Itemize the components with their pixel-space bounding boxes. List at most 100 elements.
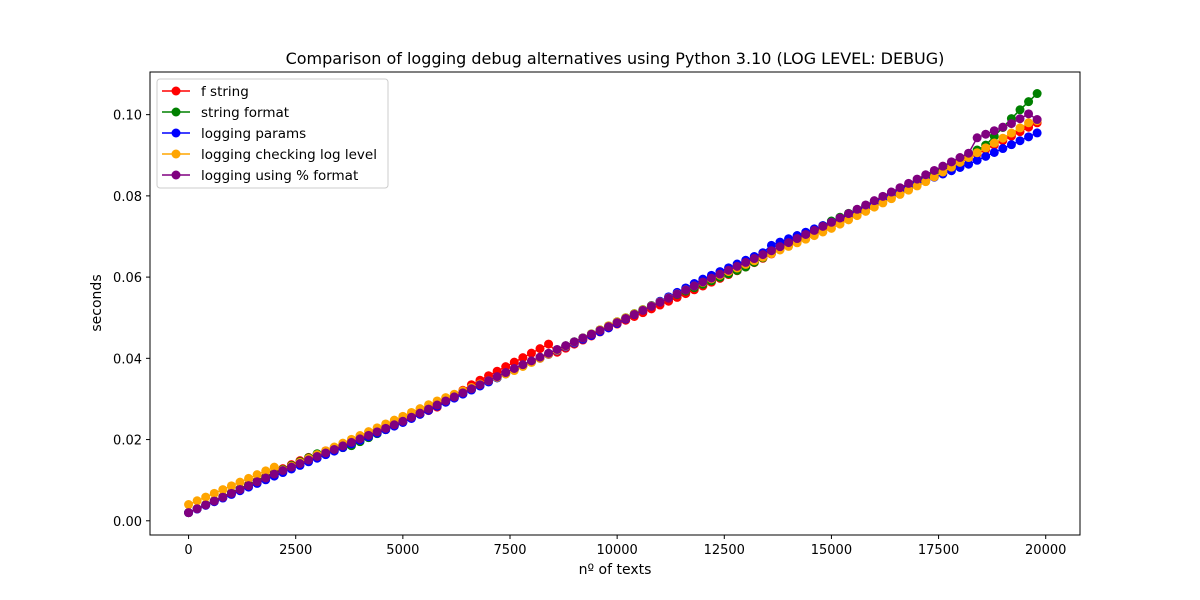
y-tick-label: 0.06: [113, 271, 142, 286]
data-point: [295, 459, 305, 469]
data-point: [861, 200, 871, 210]
data-point: [981, 143, 991, 153]
data-point: [1006, 140, 1016, 150]
y-tick-label: 0.02: [113, 434, 142, 449]
data-point: [972, 148, 982, 158]
data-point: [964, 148, 974, 158]
data-point: [784, 238, 794, 248]
legend-label: logging using % format: [201, 168, 358, 184]
data-point: [1015, 123, 1025, 133]
data-point: [424, 404, 434, 414]
data-point: [1024, 97, 1034, 107]
data-point: [561, 341, 571, 351]
data-point: [895, 189, 905, 199]
data-point: [389, 420, 399, 430]
data-point: [484, 376, 494, 386]
legend-label: string format: [201, 105, 289, 121]
data-point: [329, 444, 339, 454]
legend-label: f string: [201, 84, 249, 100]
data-point: [475, 380, 485, 390]
data-point: [604, 322, 614, 332]
data-point: [681, 285, 691, 295]
y-tick-label: 0.10: [113, 109, 142, 124]
data-point: [235, 477, 245, 487]
data-point: [835, 213, 845, 223]
data-point: [749, 254, 759, 264]
data-point: [578, 333, 588, 343]
data-point: [878, 198, 888, 208]
data-point: [509, 357, 519, 367]
data-point: [1015, 114, 1025, 124]
y-tick-label: 0.08: [113, 190, 142, 205]
data-point: [809, 225, 819, 235]
data-point: [355, 434, 365, 444]
data-point: [1032, 128, 1042, 138]
data-point: [269, 462, 279, 472]
data-point: [1032, 115, 1042, 125]
data-point: [672, 289, 682, 299]
data-point: [621, 314, 631, 324]
y-axis: 0.00 0.02 0.04 0.06 0.08 0.10: [113, 109, 150, 530]
data-point: [209, 496, 219, 506]
data-point: [518, 353, 528, 363]
x-tick-label: 0: [184, 543, 192, 558]
data-point: [775, 242, 785, 252]
data-point: [595, 325, 605, 335]
data-point: [1015, 136, 1025, 146]
data-point: [912, 181, 922, 191]
data-point: [261, 466, 271, 476]
data-point: [844, 209, 854, 219]
legend-swatch-marker: [171, 128, 181, 138]
data-point: [304, 455, 314, 465]
data-point: [449, 392, 459, 402]
data-point: [981, 129, 991, 139]
data-point: [629, 309, 639, 319]
data-point: [364, 430, 374, 440]
data-point: [252, 477, 262, 487]
data-point: [278, 466, 288, 476]
data-point: [835, 219, 845, 229]
data-point: [209, 488, 219, 498]
data-point: [518, 360, 528, 370]
data-point: [244, 481, 254, 491]
data-point: [758, 250, 768, 260]
data-point: [1024, 118, 1034, 128]
data-point: [998, 133, 1008, 143]
data-point: [535, 352, 545, 362]
data-point: [904, 178, 914, 188]
data-point: [184, 508, 194, 518]
data-point: [235, 485, 245, 495]
legend-swatch-marker: [171, 86, 181, 96]
data-point: [586, 329, 596, 339]
data-point: [552, 344, 562, 354]
data-point: [912, 174, 922, 184]
chart-title: Comparison of logging debug alternatives…: [286, 49, 945, 68]
data-point: [972, 155, 982, 165]
data-point: [226, 481, 236, 491]
data-point: [878, 191, 888, 201]
data-point: [921, 177, 931, 187]
x-tick-label: 12500: [704, 543, 745, 558]
y-tick-label: 0.04: [113, 352, 142, 367]
data-point: [1024, 132, 1034, 142]
data-point: [338, 441, 348, 451]
data-point: [852, 211, 862, 221]
legend-box: [156, 78, 389, 189]
data-point: [886, 187, 896, 197]
x-tick-label: 7500: [493, 543, 526, 558]
data-point: [535, 344, 545, 354]
data-point: [501, 368, 511, 378]
data-point: [372, 427, 382, 437]
legend-swatch-marker: [171, 107, 181, 117]
data-point: [766, 246, 776, 256]
x-tick-label: 2500: [279, 543, 312, 558]
data-point: [201, 500, 211, 510]
data-point: [929, 172, 939, 182]
data-point: [946, 157, 956, 167]
data-point: [998, 144, 1008, 154]
data-point: [1024, 109, 1034, 119]
data-point: [192, 504, 202, 514]
data-point: [955, 153, 965, 163]
legend-swatch-marker: [171, 170, 181, 180]
